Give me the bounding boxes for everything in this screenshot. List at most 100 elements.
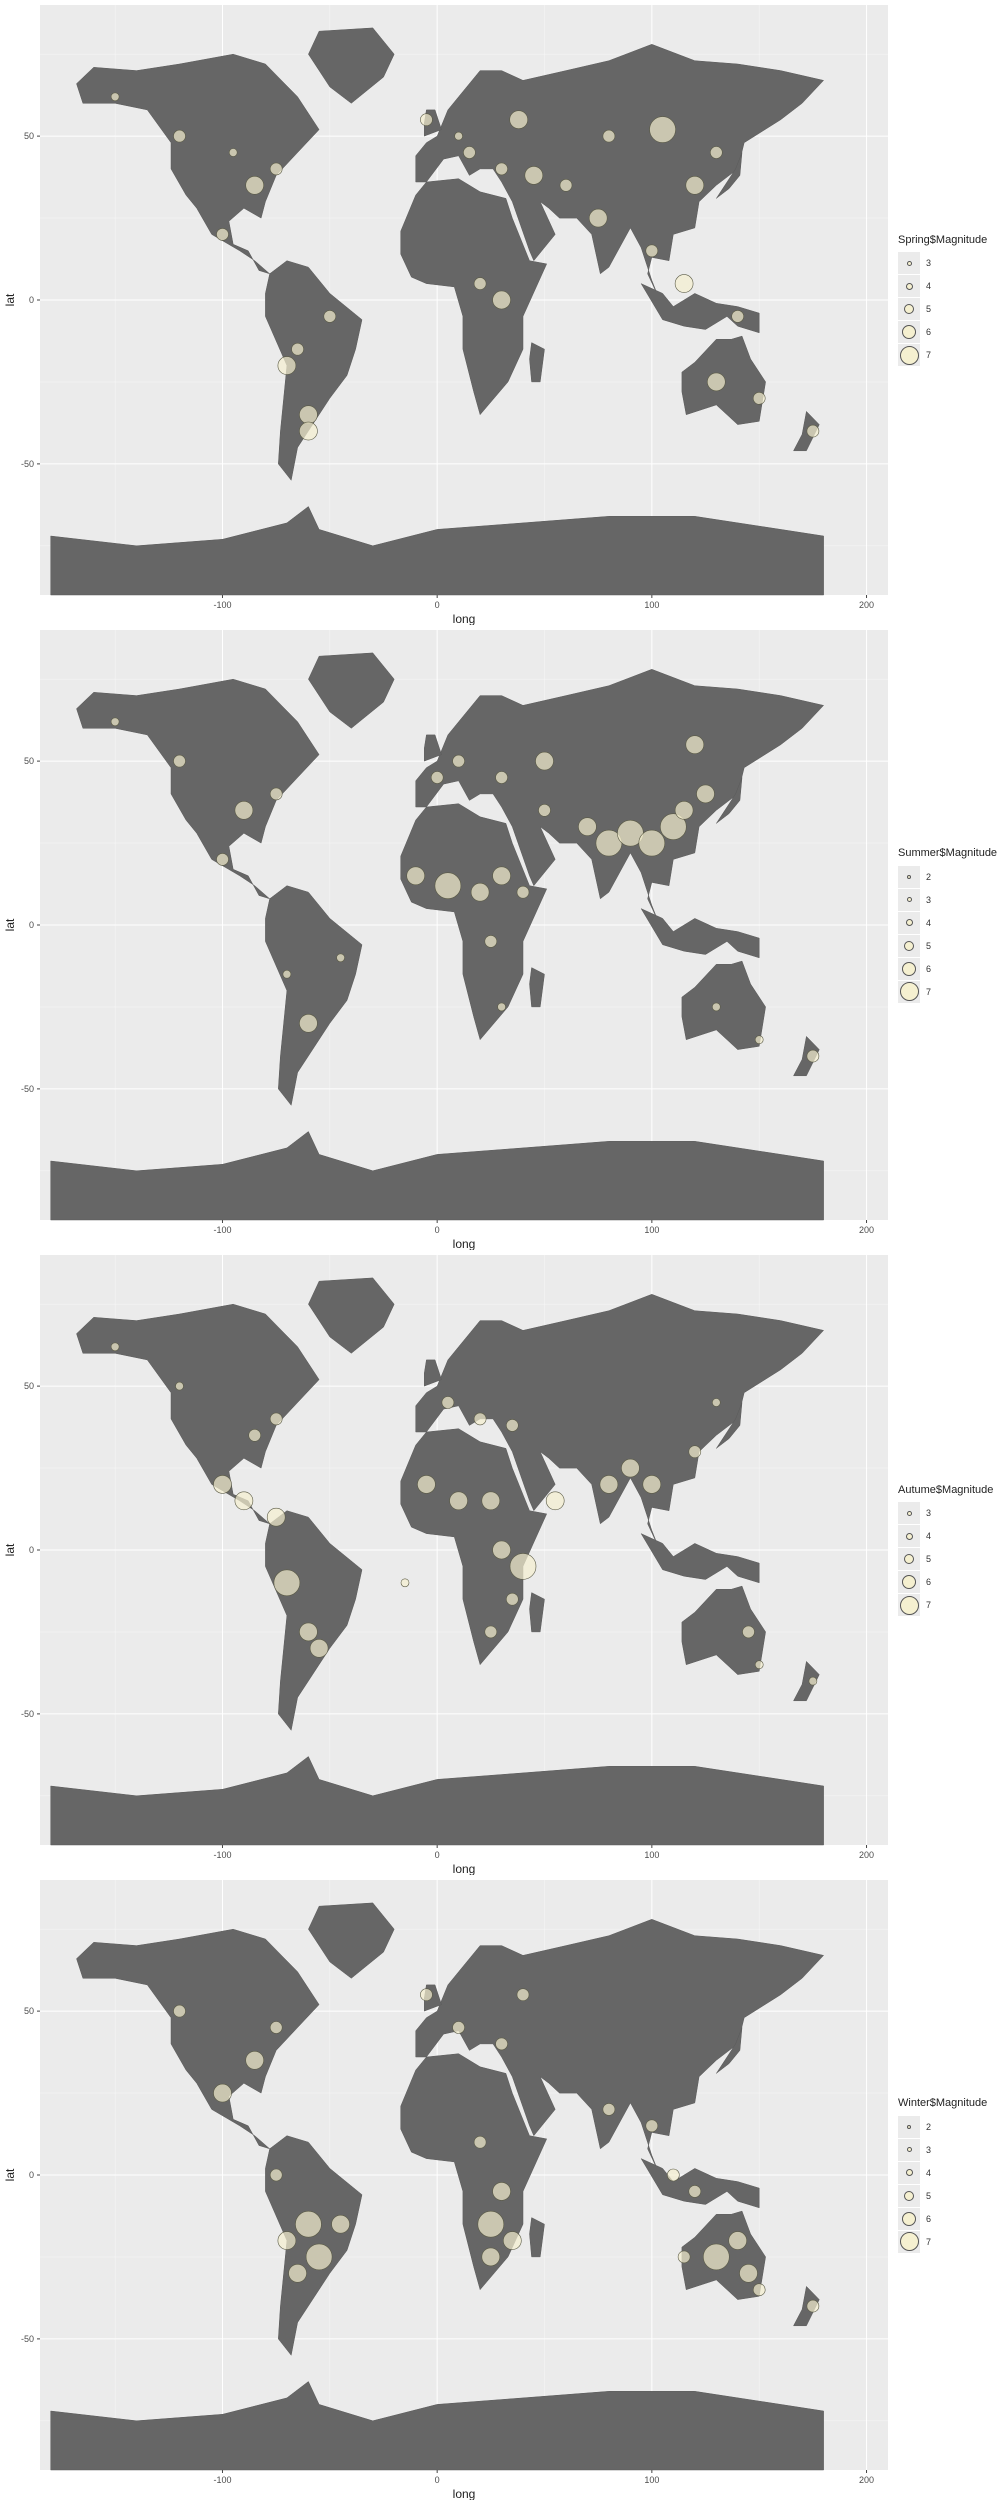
quake-bubble [502, 2231, 522, 2250]
quake-bubble [470, 882, 490, 902]
legend-entry: 6 [898, 2207, 998, 2230]
quake-bubble [711, 1002, 721, 1012]
quake-bubble [559, 179, 573, 192]
size-legend: Summer$Magnitude 2 3 4 5 6 7 [898, 847, 998, 1003]
y-tick-label: -50 [21, 459, 34, 469]
legend-circle-icon [906, 1510, 912, 1516]
legend-entry: 5 [898, 298, 998, 321]
legend-entry: 3 [898, 252, 998, 275]
legend-key [898, 1525, 920, 1547]
quake-bubble [638, 829, 666, 857]
quake-bubble [213, 2083, 232, 2103]
legend-label: 5 [926, 2190, 932, 2201]
quake-bubble [674, 274, 694, 293]
quake-bubble [808, 1676, 818, 1686]
x-tick-label: 200 [859, 1850, 874, 1860]
legend-circle-icon [904, 304, 914, 314]
y-tick-label: 0 [29, 920, 34, 930]
legend-label: 4 [926, 917, 932, 928]
y-tick-label: 50 [24, 756, 34, 766]
land-new-zealand [793, 2285, 820, 2327]
quake-bubble [709, 146, 723, 159]
x-tick-label: -100 [213, 1225, 231, 1235]
quake-bubble [505, 1419, 519, 1432]
quake-bubble [495, 771, 508, 784]
x-tick-label: 100 [644, 600, 659, 610]
legend-entry: 2 [898, 2115, 998, 2138]
land-africa [400, 1428, 548, 1666]
quake-bubble [452, 754, 465, 768]
quake-bubble [806, 424, 820, 438]
legend-entry: 7 [898, 344, 998, 367]
legend-circle-icon [906, 260, 912, 266]
x-tick-label: 200 [859, 2475, 874, 2485]
size-legend: Autume$Magnitude 3 4 5 6 7 [898, 1484, 998, 1617]
legend-title: Summer$Magnitude [898, 847, 998, 859]
quake-bubble [269, 787, 283, 801]
quake-bubble [245, 2051, 264, 2070]
quake-bubble [659, 813, 687, 840]
legend-key [898, 888, 920, 911]
quake-bubble [688, 1445, 702, 1458]
quake-bubble [752, 2283, 766, 2297]
land-north-america [76, 1928, 320, 2150]
land-madagascar [529, 342, 545, 383]
x-axis-title: long [453, 1862, 476, 1875]
x-tick-label: -100 [213, 600, 231, 610]
quake-bubble [752, 391, 766, 405]
legend-key [898, 2230, 920, 2253]
quake-bubble [295, 2210, 322, 2238]
size-legend: Winter$Magnitude 2 3 4 5 6 7 [898, 2097, 998, 2253]
land-north-america [76, 53, 320, 275]
land-africa [400, 2053, 548, 2291]
land-madagascar [529, 2217, 545, 2258]
quake-bubble [702, 2243, 730, 2271]
quake-bubble [545, 1491, 565, 1511]
map-plot: -100 0 100 200 50 0 -50 long lat [3, 1880, 888, 2500]
quake-bubble [175, 1381, 184, 1391]
x-tick-label: 200 [859, 600, 874, 610]
quake-bubble [299, 1013, 318, 1033]
quake-bubble [299, 1622, 318, 1642]
x-tick-label: -100 [213, 2475, 231, 2485]
legend-key [898, 957, 920, 980]
y-tick-label: -50 [21, 1084, 34, 1094]
land-greenland [308, 1277, 395, 1354]
legend-label: 5 [926, 940, 932, 951]
land-eurasia [415, 1294, 825, 1547]
quake-bubble [336, 953, 345, 963]
legend-circle-icon [904, 1554, 914, 1564]
x-tick-label: 100 [644, 1225, 659, 1235]
quake-bubble [454, 131, 463, 141]
legend-entry: 5 [898, 1548, 998, 1571]
legend-entry: 6 [898, 321, 998, 344]
land-australia [681, 960, 766, 1050]
quake-bubble [492, 2182, 511, 2201]
legend-title: Spring$Magnitude [898, 233, 988, 246]
quake-bubble [481, 1491, 501, 1511]
legend-circle-icon [905, 282, 913, 290]
legend-label: 7 [926, 986, 932, 997]
quake-bubble [234, 1491, 254, 1511]
land-new-zealand [793, 410, 820, 452]
legend-circle-icon [905, 2169, 913, 2176]
legend-entry: 4 [898, 1525, 998, 1548]
legend-label: 4 [926, 281, 932, 291]
quake-bubble [110, 1342, 120, 1352]
quake-bubble [728, 2231, 748, 2250]
land-africa [400, 178, 548, 416]
legend-title: Autume$Magnitude [898, 1483, 994, 1496]
quake-bubble [291, 342, 304, 356]
quake-bubble [282, 969, 292, 979]
quake-bubble [742, 1625, 755, 1639]
land-uk [424, 734, 442, 762]
quake-bubble [538, 804, 551, 817]
legend-circle-icon [905, 919, 913, 926]
quake-bubble [599, 1475, 619, 1494]
quake-bubble [213, 1475, 232, 1494]
quake-bubble [477, 2210, 505, 2238]
quake-bubble [509, 110, 529, 129]
x-tick-label: -100 [213, 1850, 231, 1860]
legend-circle-icon [902, 961, 916, 976]
legend-circle-icon [907, 2124, 911, 2129]
